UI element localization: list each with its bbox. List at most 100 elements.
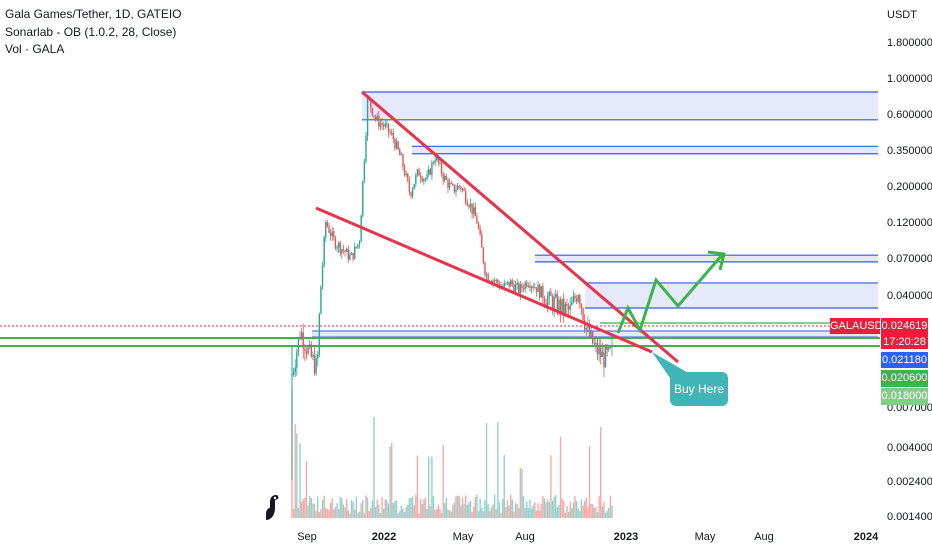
- volume-label[interactable]: Vol · GALA: [5, 42, 65, 56]
- candle-body: [556, 294, 559, 313]
- volume-bar: [389, 446, 391, 518]
- volume-bar: [548, 502, 550, 518]
- order-block-zones: [312, 91, 878, 338]
- volume-bar: [538, 510, 541, 518]
- symbol-tag: GALAUSDT: [830, 318, 890, 334]
- volume-bar: [363, 513, 366, 518]
- candle-body: [598, 347, 600, 355]
- volume-bar: [368, 511, 370, 518]
- candle-body: [514, 284, 517, 292]
- candle-body: [304, 348, 306, 352]
- volume-bar: [513, 511, 515, 518]
- price-tick-label: 0.070000: [887, 253, 932, 265]
- candle-body: [405, 173, 407, 176]
- candle-body: [455, 189, 457, 192]
- candle-body: [473, 207, 475, 214]
- candle-body: [378, 115, 380, 127]
- candle-body: [342, 249, 345, 251]
- candle-body: [389, 132, 391, 134]
- time-tick-label: May: [695, 531, 716, 543]
- volume-bar: [558, 505, 560, 518]
- candle-body: [442, 173, 444, 181]
- volume-bar: [498, 502, 501, 518]
- price-tick-label: 0.040000: [887, 290, 932, 302]
- candle-body: [563, 298, 565, 314]
- volume-bar: [559, 436, 562, 518]
- volume-bar: [506, 500, 509, 518]
- candle-body: [331, 231, 333, 237]
- volume-bar: [434, 509, 436, 518]
- candle-body: [492, 280, 494, 283]
- candle-body: [312, 354, 314, 357]
- volume-bar: [611, 505, 613, 518]
- wedge-lower-line: [315, 206, 653, 354]
- volume-bar: [339, 497, 341, 518]
- volume-bar: [360, 503, 362, 518]
- projection-arrowhead: [707, 250, 726, 271]
- candle-body: [593, 343, 596, 345]
- volume-bar: [345, 498, 348, 518]
- candle-body: [611, 345, 613, 348]
- candle-body: [575, 298, 578, 302]
- volume-bar: [452, 505, 454, 518]
- volume-bar: [413, 504, 415, 518]
- candle-body: [580, 304, 583, 309]
- volume-bar: [476, 494, 478, 518]
- volume-bar: [514, 502, 517, 518]
- candle-body: [609, 346, 612, 348]
- candle-body: [596, 342, 599, 355]
- volume-bar: [580, 499, 583, 518]
- candle-body: [571, 302, 573, 306]
- candle-body: [308, 344, 311, 348]
- candle-body: [447, 179, 449, 188]
- volume-bar: [490, 507, 493, 518]
- candle-body: [551, 296, 554, 310]
- candle-body: [569, 305, 571, 310]
- time-tick-label: 2023: [614, 531, 638, 543]
- candle-body: [354, 246, 356, 259]
- candle-body: [382, 124, 385, 127]
- candle-body: [466, 202, 468, 206]
- candle-body: [436, 156, 438, 160]
- candle-body: [608, 346, 610, 350]
- candle-body: [471, 203, 473, 214]
- candle-body: [317, 355, 319, 359]
- volume-bar: [482, 511, 485, 518]
- candle-body: [508, 281, 510, 287]
- volume-bar: [455, 495, 457, 518]
- candle-body: [476, 216, 478, 224]
- candle-body: [344, 250, 346, 253]
- price-tick-label: 0.120000: [887, 217, 932, 229]
- volume-bar: [473, 506, 475, 518]
- candle-body: [482, 247, 485, 263]
- volume-bar: [598, 496, 600, 518]
- candle-body: [307, 347, 309, 354]
- volume-bar: [492, 504, 494, 518]
- candle-body: [426, 174, 428, 179]
- chart-title: Gala Games/Tether, 1D, GATEIO: [5, 7, 182, 21]
- candle-body: [392, 133, 395, 140]
- candle-body: [530, 286, 533, 289]
- volume-bar: [593, 508, 596, 518]
- volume-bar: [355, 496, 358, 518]
- candle-body: [603, 352, 605, 368]
- indicator-label[interactable]: Sonarlab - OB (1.0.2, 28, Close): [5, 25, 177, 39]
- candle-body: [592, 330, 594, 344]
- tradingview-logo-icon[interactable]: [258, 492, 282, 522]
- volume-bar: [572, 502, 575, 518]
- volume-bar: [302, 499, 304, 518]
- candle-body: [366, 99, 369, 136]
- buy-here-callout: Buy Here: [670, 372, 728, 406]
- candle-body: [315, 358, 317, 374]
- candle-body: [313, 354, 316, 374]
- volume-bar: [468, 502, 470, 518]
- candle-body: [543, 298, 546, 304]
- volume-bar: [569, 501, 571, 518]
- volume-bar: [358, 511, 361, 518]
- volume-bar: [442, 444, 444, 518]
- volume-bar: [437, 504, 440, 518]
- volume-bar: [477, 511, 480, 518]
- projection-arrow: [616, 254, 724, 334]
- volume-bar: [419, 499, 422, 518]
